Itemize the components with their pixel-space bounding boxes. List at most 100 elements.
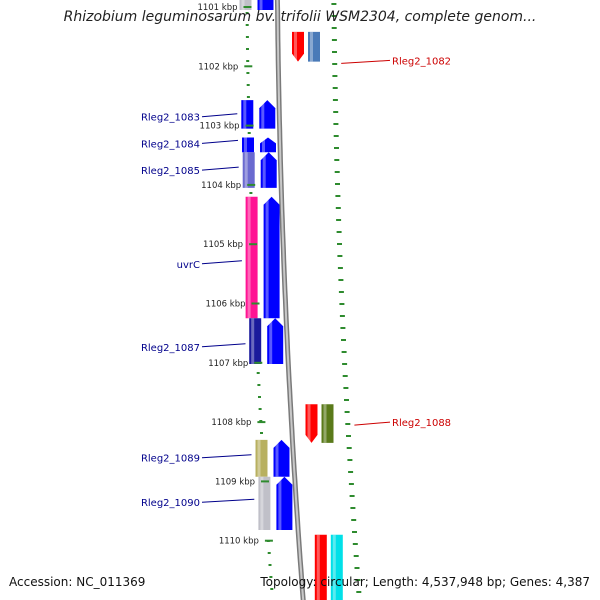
gene-Rleg2_1084: [242, 137, 254, 153]
gene-shape: [255, 439, 268, 477]
label-Rleg2_1083: Rleg2_1083: [141, 113, 238, 124]
tick-right: [353, 555, 359, 557]
tick-right: [338, 291, 344, 293]
tick-right: [332, 75, 338, 77]
gene-labels: Rleg2_1082 Rleg2_1083 Rleg2_1084 Rleg2_1085…: [141, 56, 451, 509]
kbp-label: 1106 kbp: [205, 300, 245, 310]
tick-right: [354, 567, 360, 569]
tick-left: [249, 192, 253, 194]
gene-label-text: Rleg2_1087: [141, 343, 200, 354]
kbp-tick: [251, 302, 260, 305]
tick-left: [246, 60, 250, 62]
gene-label-text: uvrC: [177, 260, 200, 271]
gene-highlight: [261, 100, 265, 129]
tick-left: [258, 408, 262, 410]
tick-right: [332, 51, 337, 53]
tick-right: [336, 219, 342, 221]
tick-right: [350, 507, 356, 509]
gene-highlight: [241, 0, 245, 10]
gene-highlight: [316, 534, 320, 600]
kbp-label: 1103 kbp: [200, 122, 240, 132]
tick-right: [337, 255, 343, 257]
topology-text: Topology: circular; Length: 4,537,948 bp…: [260, 575, 590, 589]
gene-highlight: [294, 31, 297, 62]
gene-Rleg2_1088: [305, 404, 318, 443]
tick-right: [331, 39, 337, 41]
kbp-tick: [249, 243, 258, 246]
label-Rleg2_1089: Rleg2_1089: [141, 454, 252, 465]
gene-label-leader: [201, 498, 255, 503]
gene-shape: [260, 137, 276, 153]
gene-Rleg2_1085-b: [260, 152, 277, 188]
tick-right: [338, 279, 344, 281]
tick-left: [269, 576, 273, 578]
gene-shape: [314, 534, 327, 600]
genome-title: Rhizobium leguminosarum bv. trifolii WSM…: [63, 9, 537, 25]
tick-right: [337, 267, 343, 269]
kbp-label: 1104 kbp: [201, 181, 241, 191]
tick-left: [260, 432, 263, 434]
kbp-label: 1105 kbp: [203, 240, 243, 250]
tick-left: [246, 72, 250, 74]
label-Rleg2_1088: Rleg2_1088: [354, 418, 451, 429]
tick-right: [341, 339, 346, 341]
kbp-tick: [244, 65, 253, 68]
tick-left: [246, 96, 250, 98]
tick-right: [334, 171, 340, 173]
tick-right: [333, 123, 339, 125]
tick-right: [347, 459, 353, 461]
gene-uvrC-b: [263, 196, 280, 319]
gene-label-leader: [201, 166, 239, 171]
gene-label-text: Rleg2_1090: [141, 498, 200, 509]
gene-shape: [305, 404, 318, 443]
gene-Rleg2_1082: [292, 31, 304, 62]
gene-Rleg2_1088-b: [321, 404, 334, 443]
tick-right: [335, 183, 340, 185]
gene-shape: [245, 196, 258, 319]
gene-highlight: [262, 152, 266, 188]
gene-Rleg2_1083: [241, 100, 254, 129]
tick-left: [270, 588, 274, 590]
tick-left: [268, 564, 272, 566]
gene-label-text: Rleg2_1089: [141, 454, 200, 465]
tick-left: [245, 36, 249, 38]
tick-right: [335, 195, 341, 197]
tick-right: [340, 327, 346, 329]
tick-right: [346, 435, 351, 437]
gene-highlight: [244, 152, 248, 188]
gene-highlight: [251, 318, 255, 364]
kbp-tick: [254, 361, 263, 364]
tick-right: [344, 411, 350, 413]
gene-highlight: [310, 31, 313, 62]
tick-right: [334, 147, 339, 149]
kbp-tick: [257, 421, 266, 424]
tick-right: [349, 495, 355, 497]
tick-right: [342, 363, 348, 365]
gene-Rleg2_1090-b: [276, 476, 293, 531]
tick-right: [352, 531, 357, 533]
gene-label-leader: [341, 59, 391, 64]
gene-shape: [292, 31, 304, 62]
kbp-tick: [247, 183, 256, 186]
gene-g-1091-a: [314, 534, 327, 600]
tick-right: [356, 591, 362, 593]
tick-right: [332, 63, 338, 65]
gene-uvrC: [245, 196, 258, 319]
tick-left: [247, 132, 251, 134]
gene-highlight: [332, 534, 336, 600]
kbp-tick: [243, 6, 252, 8]
tick-left: [258, 396, 261, 398]
tick-right: [343, 387, 349, 389]
tick-right: [331, 3, 337, 5]
tick-right: [345, 423, 351, 425]
kbp-ruler: 1101 kbp 1102 kbp 1103 kbp 1104 kbp 1105 kbp…: [197, 3, 273, 547]
tick-right: [335, 207, 341, 209]
tick-right: [348, 471, 354, 473]
kbp-tick: [261, 480, 269, 483]
kbp-label: 1109 kbp: [215, 477, 255, 487]
tick-right: [333, 111, 339, 113]
gene-highlight: [244, 137, 247, 153]
tick-left: [257, 384, 261, 386]
gene-highlight: [278, 476, 282, 531]
